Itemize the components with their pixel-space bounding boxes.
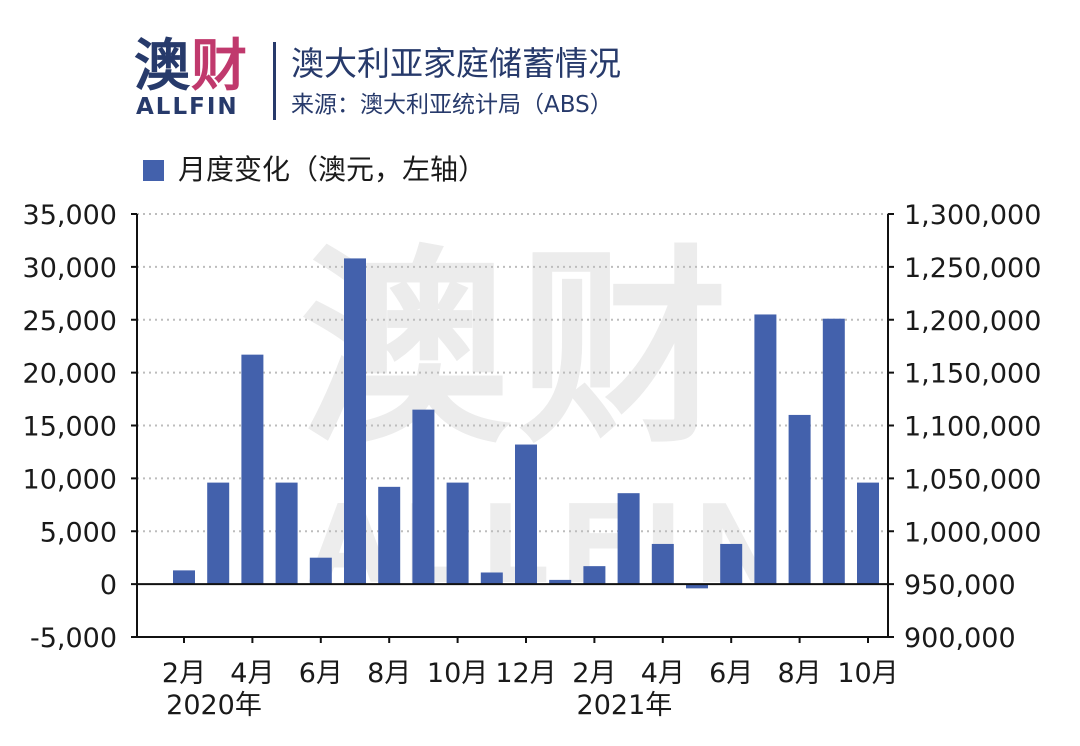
chart-title: 澳大利亚家庭储蓄情况 <box>291 44 621 83</box>
x-axis-year-label: 2020年 <box>166 690 262 721</box>
bar <box>446 482 469 585</box>
bar <box>275 482 298 585</box>
logo-en: ALLFIN <box>136 94 239 120</box>
right-axis-tick-label: 1,150,000 <box>904 359 1041 390</box>
chart-source: 来源：澳大利亚统计局（ABS） <box>291 92 613 118</box>
logo-cn: 澳财 <box>134 36 248 98</box>
x-axis-tick-label: 6月 <box>709 658 753 689</box>
right-axis-tick-label: 950,000 <box>904 570 1016 601</box>
right-axis-tick-label: 1,050,000 <box>904 464 1041 495</box>
left-axis-tick-label: 30,000 <box>23 253 117 284</box>
bar <box>549 579 572 585</box>
bar <box>788 414 811 585</box>
legend: 月度变化（澳元，左轴） <box>143 150 486 190</box>
left-axis-tick-label: 0 <box>100 570 117 601</box>
header-divider <box>273 42 276 120</box>
bar <box>617 493 640 585</box>
x-axis-tick-label: 2月 <box>572 658 616 689</box>
legend-label: 月度变化（澳元，左轴） <box>178 153 487 186</box>
right-axis-tick-label: 1,200,000 <box>904 306 1041 337</box>
bar <box>241 354 264 585</box>
bar <box>583 566 606 585</box>
left-axis-tick-label: -5,000 <box>30 623 117 654</box>
bar <box>207 482 230 585</box>
right-axis-tick-label: 1,300,000 <box>904 200 1041 231</box>
bar <box>720 543 743 585</box>
left-axis-tick-label: 10,000 <box>23 464 117 495</box>
bar <box>173 570 195 585</box>
logo-cn-accent: 财 <box>191 34 248 99</box>
bar <box>344 258 366 585</box>
right-axis-tick-label: 1,100,000 <box>904 412 1041 443</box>
legend-swatch <box>143 159 164 181</box>
x-axis-tick-label: 8月 <box>367 658 411 689</box>
logo-cn-main: 澳 <box>134 34 191 99</box>
bar <box>515 444 537 585</box>
x-axis-tick-label: 6月 <box>299 658 343 689</box>
bar <box>651 543 674 585</box>
left-axis-tick-label: 5,000 <box>40 517 117 548</box>
x-axis-tick-label: 2月 <box>162 658 206 689</box>
left-axis-tick-label: 15,000 <box>23 412 117 443</box>
x-axis-tick-label: 10月 <box>837 658 898 689</box>
bar <box>378 486 401 585</box>
x-axis-tick-label: 4月 <box>230 658 274 689</box>
right-axis-tick-label: 1,000,000 <box>904 517 1041 548</box>
left-axis-tick-label: 20,000 <box>23 359 117 390</box>
x-axis-tick-label: 12月 <box>495 658 556 689</box>
left-axis-tick-label: 35,000 <box>23 200 117 231</box>
x-axis-tick-label: 10月 <box>427 658 488 689</box>
bar <box>309 557 332 585</box>
x-axis-year-label: 2021年 <box>577 690 673 721</box>
left-axis-tick-label: 25,000 <box>23 306 117 337</box>
right-axis-tick-label: 900,000 <box>904 623 1016 654</box>
bar <box>686 584 708 589</box>
bar <box>857 482 879 585</box>
x-axis-tick-label: 4月 <box>641 658 685 689</box>
bar <box>822 318 845 585</box>
right-axis-tick-label: 1,250,000 <box>904 253 1041 284</box>
bar <box>412 409 435 585</box>
x-axis-tick-label: 8月 <box>778 658 822 689</box>
watermark-cn: 澳财 <box>300 227 737 472</box>
bar <box>480 572 503 585</box>
bar <box>754 314 777 585</box>
